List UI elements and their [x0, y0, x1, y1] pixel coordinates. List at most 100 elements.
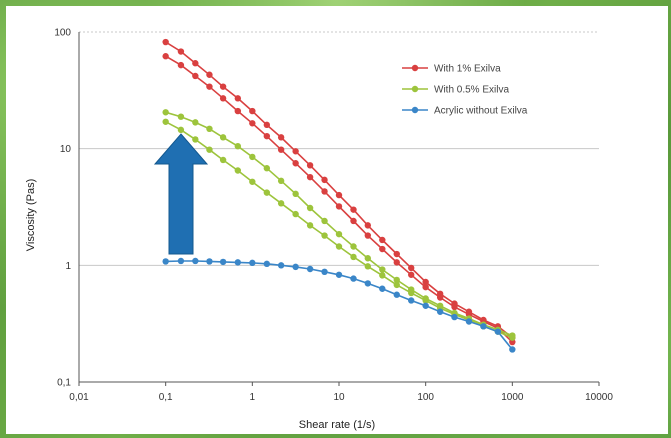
data-point — [292, 160, 299, 167]
data-point — [206, 258, 213, 265]
data-point — [234, 107, 242, 115]
data-point — [306, 204, 314, 212]
y-tick-label: 100 — [54, 28, 71, 39]
data-point — [379, 245, 386, 253]
data-point — [393, 259, 400, 266]
x-tick-label: 1000 — [501, 392, 524, 403]
data-point — [379, 266, 386, 273]
data-point — [350, 253, 357, 261]
data-point — [436, 308, 444, 315]
data-point — [206, 146, 213, 153]
data-point — [249, 107, 256, 115]
data-point — [379, 272, 386, 279]
data-point — [292, 210, 299, 218]
data-point — [162, 258, 169, 265]
data-point — [219, 83, 227, 90]
series-0 — [162, 38, 516, 346]
series-1 — [162, 109, 516, 341]
series-line — [165, 111, 513, 337]
data-point — [263, 121, 271, 129]
data-point — [422, 302, 429, 309]
data-point — [408, 297, 415, 304]
data-point — [306, 265, 314, 273]
data-point — [306, 162, 314, 169]
data-point — [364, 263, 372, 270]
data-point — [335, 271, 343, 278]
data-point — [321, 188, 328, 195]
data-point — [177, 61, 185, 69]
legend-marker — [411, 64, 419, 72]
data-point — [335, 203, 343, 210]
legend-marker — [411, 106, 419, 114]
data-point — [436, 294, 444, 301]
data-point — [277, 146, 285, 153]
data-point — [249, 178, 256, 185]
data-point — [364, 255, 372, 262]
data-point — [408, 271, 415, 278]
data-point — [234, 142, 242, 150]
data-point — [277, 177, 285, 185]
data-point — [177, 126, 185, 134]
series-line — [165, 55, 513, 343]
data-point — [509, 346, 516, 353]
viscosity-chart: 100 10 1 0,1 0,01 0,1 1 10 100 1000 10000 Shear rat… — [25, 28, 613, 432]
x-tick-label: 0,1 — [159, 392, 173, 403]
series-2 — [162, 257, 516, 353]
data-point — [263, 165, 271, 172]
data-point — [277, 134, 285, 141]
legend-label: With 0.5% Exilva — [434, 85, 509, 96]
data-point — [321, 232, 328, 239]
data-series — [162, 38, 516, 353]
data-point — [364, 222, 372, 229]
data-point — [263, 189, 271, 196]
data-point — [422, 278, 429, 286]
data-point — [292, 190, 299, 198]
data-point — [494, 328, 502, 335]
arrow-shape — [153, 133, 209, 255]
data-point — [249, 259, 256, 267]
data-point — [393, 291, 400, 298]
data-point — [206, 83, 213, 90]
data-point — [192, 60, 199, 67]
legend-label: Acrylic without Exilva — [434, 106, 528, 117]
x-tick-label: 10000 — [585, 392, 613, 403]
data-point — [277, 262, 285, 269]
x-tick-label: 0,01 — [69, 392, 89, 403]
data-point — [379, 236, 386, 244]
legend-marker — [411, 85, 419, 93]
blue-up-arrow — [153, 133, 209, 255]
data-point — [177, 113, 185, 120]
y-tick-label: 1 — [65, 261, 71, 272]
data-point — [206, 125, 213, 133]
data-point — [509, 334, 516, 341]
data-point — [162, 109, 169, 116]
data-point — [249, 120, 256, 127]
data-point — [509, 338, 516, 346]
data-point — [219, 258, 227, 266]
data-point — [350, 217, 357, 225]
y-tick-label: 0,1 — [57, 378, 71, 389]
data-point — [379, 285, 386, 292]
data-point — [480, 323, 487, 330]
data-point — [177, 48, 185, 55]
data-point — [219, 134, 227, 141]
data-point — [350, 243, 357, 250]
series-line — [165, 121, 513, 339]
data-point — [393, 281, 400, 289]
data-point — [177, 257, 185, 265]
data-point — [364, 280, 372, 287]
data-point — [408, 289, 415, 297]
y-axis-label: Viscosity (Pas) — [25, 179, 37, 252]
data-point — [263, 132, 271, 140]
data-point — [422, 283, 429, 291]
data-point — [292, 148, 299, 155]
data-point — [393, 276, 400, 284]
data-point — [219, 156, 227, 164]
y-tick-label: 10 — [60, 144, 72, 155]
data-point — [234, 167, 242, 174]
data-point — [277, 200, 285, 207]
data-point — [192, 72, 199, 80]
data-point — [234, 259, 242, 266]
data-point — [162, 53, 169, 60]
